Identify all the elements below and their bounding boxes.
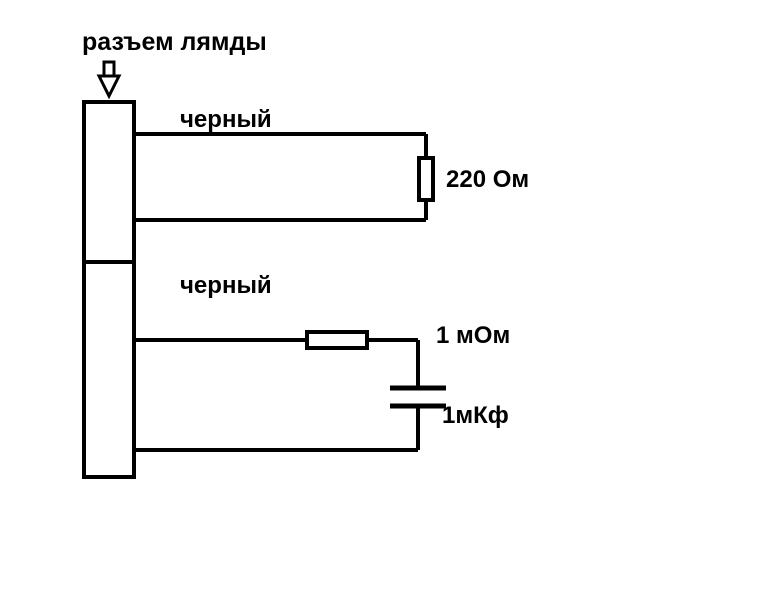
connector-body	[84, 102, 134, 477]
resistor-1mohm	[307, 332, 367, 348]
resistor-220	[419, 158, 433, 200]
resistor2-label: 1 мОм	[436, 322, 510, 350]
diagram-title: разъем лямды	[82, 28, 267, 57]
arrow-icon	[99, 62, 119, 96]
wire1-label: черный	[180, 106, 272, 134]
capacitor-label: 1мКф	[442, 402, 509, 430]
wire2-label: черный	[180, 272, 272, 300]
circuit-diagram	[0, 0, 768, 614]
resistor1-label: 220 Ом	[446, 166, 529, 194]
